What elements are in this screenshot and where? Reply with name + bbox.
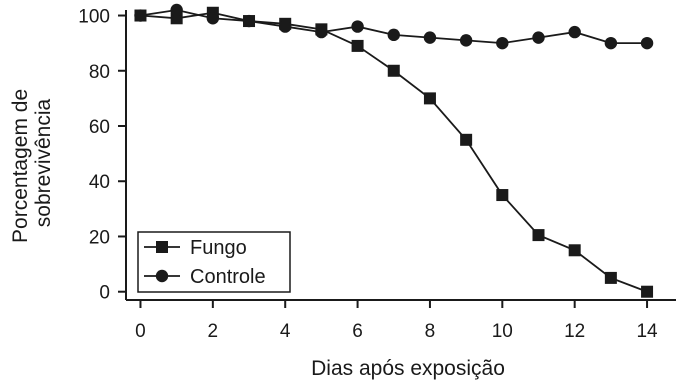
data-point-controle-3: [242, 14, 256, 28]
x-tick-label-4: 4: [280, 321, 291, 342]
data-point-controle-5: [315, 25, 328, 39]
data-point-fungo-7: [387, 64, 400, 77]
data-point-controle-2: [206, 12, 220, 25]
data-point-fungo-13: [604, 271, 617, 284]
data-point-fungo-10: [496, 189, 509, 202]
y-tick-label-40: 40: [89, 172, 110, 193]
data-point-controle-12: [568, 25, 581, 39]
data-point-controle-9: [459, 34, 473, 47]
data-point-controle-8: [423, 31, 437, 44]
x-tick-label-2: 2: [208, 321, 219, 342]
y-tick-label-80: 80: [89, 62, 110, 83]
data-point-fungo-6: [351, 39, 364, 52]
y-tick-label-100: 100: [78, 7, 110, 28]
y-tick-label-0: 0: [99, 283, 110, 304]
y-tick-label-20: 20: [89, 227, 110, 248]
data-point-fungo-9: [460, 133, 473, 146]
x-axis: 0 2 4 6 8 10 12 14 Dias após exposição: [126, 299, 676, 380]
x-tick-label-10: 10: [492, 321, 513, 342]
data-point-controle-10: [496, 36, 509, 50]
legend: Fungo Controle: [137, 231, 291, 293]
y-axis: 0 20 40 60 80 100 Porcentagem de sobrevivênci…: [9, 7, 127, 304]
y-tick-label-60: 60: [89, 117, 110, 138]
plot-series: [134, 3, 654, 298]
x-tick-label-8: 8: [425, 321, 436, 342]
data-point-fungo-1: [170, 12, 183, 25]
data-point-controle-6: [351, 20, 364, 33]
x-ticks: 0 2 4 6 8 10 12 14: [135, 300, 658, 342]
x-tick-label-12: 12: [564, 321, 585, 342]
y-axis-title: Porcentagem de sobrevivência: [9, 83, 55, 243]
data-point-controle-7: [387, 28, 400, 42]
y-ticks: 0 20 40 60 80 100: [78, 7, 126, 304]
legend-label-fungo: Fungo: [190, 237, 247, 259]
y-axis-title-line-2: sobrevivência: [32, 98, 55, 227]
data-point-fungo-8: [423, 92, 436, 105]
data-point-controle-1: [170, 3, 183, 17]
data-point-fungo-14: [641, 285, 654, 298]
legend-label-controle: Controle: [190, 266, 266, 288]
legend-marker-fungo: [156, 241, 168, 253]
data-point-controle-13: [604, 36, 618, 50]
x-tick-label-6: 6: [352, 321, 363, 342]
x-tick-label-0: 0: [135, 321, 146, 342]
data-point-controle-0: [134, 9, 147, 22]
legend-marker-controle: [155, 269, 169, 283]
data-point-controle-4: [279, 20, 292, 33]
x-tick-label-14: 14: [636, 321, 658, 342]
y-axis-title-line-1: Porcentagem de: [9, 89, 32, 243]
data-point-fungo-12: [568, 244, 581, 257]
data-point-controle-14: [640, 36, 654, 50]
data-point-fungo-11: [532, 229, 545, 242]
x-axis-title: Dias após exposição: [311, 357, 505, 380]
data-point-controle-11: [532, 31, 545, 44]
